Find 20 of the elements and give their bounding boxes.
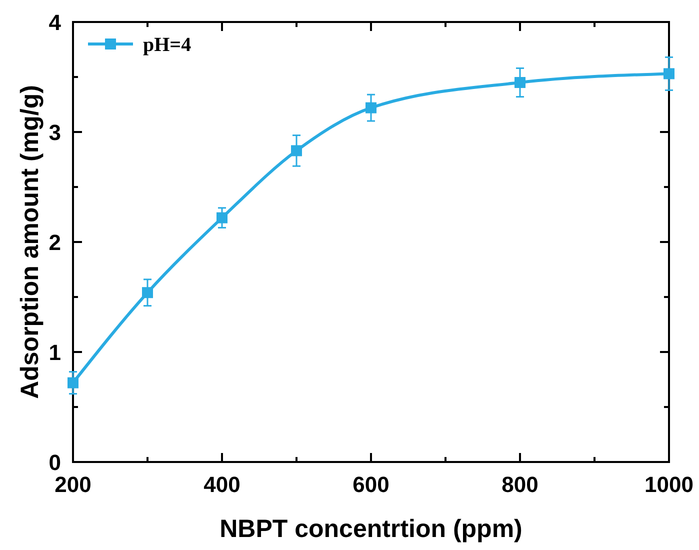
y-tick-label: 0 <box>48 450 61 475</box>
point <box>366 102 376 114</box>
x-tick-label: 200 <box>54 472 92 497</box>
point <box>216 212 228 224</box>
y-axis-title: Adsorption amount (mg/g) <box>16 85 44 399</box>
point <box>291 145 302 156</box>
legend-label: pH=4 <box>143 34 192 56</box>
y-tick-label: 2 <box>48 230 61 255</box>
x-tick-label: 800 <box>502 472 538 497</box>
point <box>142 287 153 298</box>
point <box>514 77 526 88</box>
point <box>68 377 78 388</box>
x-tick-label: 400 <box>204 472 240 497</box>
y-tick-label: 1 <box>48 340 61 365</box>
point <box>664 68 674 80</box>
x-tick-label: 600 <box>352 472 390 497</box>
x-tick-label: 1000 <box>644 472 694 497</box>
x-axis-title: NBPT concentrtion (ppm) <box>220 515 522 543</box>
y-tick-label: 4 <box>48 10 62 35</box>
y-tick-label: 3 <box>48 120 61 145</box>
